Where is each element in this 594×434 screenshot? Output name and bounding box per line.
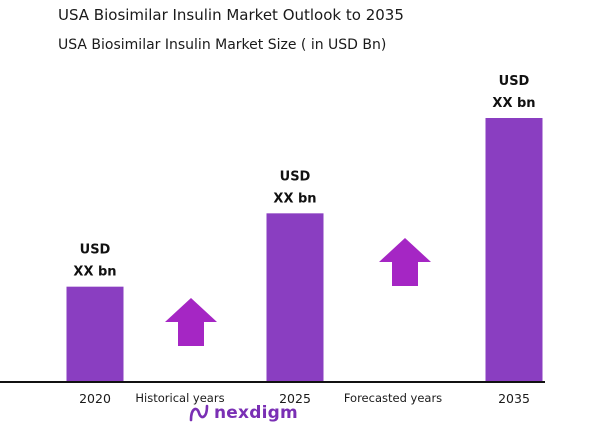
data-label-2020-line1: USD xyxy=(80,243,111,258)
chart-subtitle: USA Biosimilar Insulin Market Size ( in … xyxy=(58,37,387,53)
data-label-2020-line2: XX bn xyxy=(73,265,116,280)
x-tick-2035: 2035 xyxy=(498,391,530,406)
bar-2035 xyxy=(485,118,543,382)
period-label-1: Historical years xyxy=(135,391,224,405)
x-tick-2020: 2020 xyxy=(79,391,111,406)
nexdigm-mark-icon xyxy=(189,404,209,422)
data-label-2025-line2: XX bn xyxy=(273,191,316,206)
bar-2025 xyxy=(266,213,324,382)
period-label-2: Forecasted years xyxy=(344,391,442,405)
logo-text: nexdigm xyxy=(214,403,298,423)
data-label-2035-line1: USD xyxy=(499,74,530,89)
nexdigm-logo: nexdigm xyxy=(188,402,298,424)
bar-2020 xyxy=(66,286,124,382)
data-label-2035-line2: XX bn xyxy=(492,96,535,111)
page-title: USA Biosimilar Insulin Market Outlook to… xyxy=(58,6,404,24)
growth-arrow-icon-forecast xyxy=(379,238,431,286)
data-label-2025-line1: USD xyxy=(280,169,311,184)
x-tick-2025: 2025 xyxy=(279,391,311,406)
growth-arrow-icon-historical xyxy=(165,298,217,346)
